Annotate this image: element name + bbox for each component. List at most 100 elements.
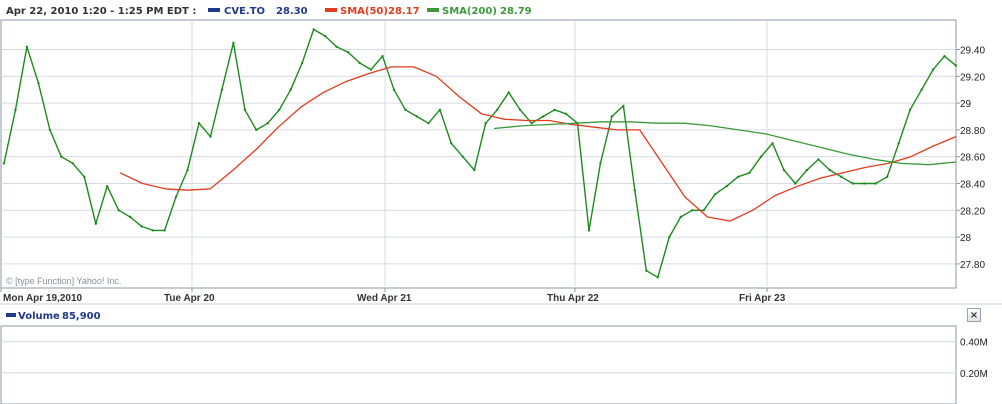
volume-plot-frame xyxy=(0,325,957,404)
price-point xyxy=(220,88,224,91)
price-point xyxy=(71,162,75,165)
price-point xyxy=(415,115,419,118)
price-point xyxy=(60,155,63,158)
series-lines xyxy=(2,28,958,279)
price-point xyxy=(771,142,774,145)
price-point xyxy=(622,104,625,108)
price-point xyxy=(874,182,877,185)
sma50-label: SMA(50) xyxy=(340,6,388,17)
price-point xyxy=(908,108,912,112)
price-point xyxy=(427,122,430,125)
price-point xyxy=(840,175,843,178)
price-point xyxy=(266,122,269,125)
price-point xyxy=(656,276,659,279)
price-point xyxy=(289,88,292,91)
price-point xyxy=(817,158,820,161)
x-tick-label: Mon Apr 19,2010 xyxy=(3,293,83,304)
price-point xyxy=(324,34,327,38)
y-tick-label: 29.40 xyxy=(960,45,985,56)
price-point xyxy=(805,168,809,172)
x-tick-label: Wed Apr 21 xyxy=(357,293,412,304)
price-point xyxy=(106,185,109,188)
ticker-label: CVE.TO xyxy=(224,6,265,17)
close-icon[interactable]: × xyxy=(967,308,981,322)
price-point xyxy=(633,189,636,192)
sma50-swatch xyxy=(325,8,337,12)
y-tick-label: 28.80 xyxy=(960,126,985,137)
y-tick-label: 28.20 xyxy=(960,206,985,217)
price-point xyxy=(518,108,522,112)
sma200-value: 28.79 xyxy=(500,6,532,17)
price-point xyxy=(461,155,464,158)
price-point xyxy=(484,122,487,125)
price-point xyxy=(794,182,797,185)
header-range: Apr 22, 2010 1:20 - 1:25 PM EDT : xyxy=(6,6,196,17)
price-point xyxy=(748,171,751,174)
sma200-swatch xyxy=(427,8,439,12)
price-point xyxy=(404,108,407,112)
x-tick-label: Tue Apr 20 xyxy=(164,293,215,304)
price-point xyxy=(358,61,361,65)
y-tick-label: 27.80 xyxy=(960,260,985,271)
y-tick-labels: 29.40 29.20 29 28.80 28.60 28.40 28.20 28 27.80 xyxy=(960,45,985,270)
price-point xyxy=(48,128,52,132)
price-point xyxy=(117,209,120,212)
y-tick-label: 28.40 xyxy=(960,179,985,190)
price-point xyxy=(691,209,694,212)
y-tick-label: 29 xyxy=(960,99,972,110)
price-point xyxy=(369,68,373,71)
price-point xyxy=(278,108,281,112)
price-point xyxy=(863,182,866,185)
price-point xyxy=(668,235,671,239)
price-point xyxy=(886,175,889,178)
price-point xyxy=(174,195,178,199)
price-point xyxy=(897,142,900,145)
price-point xyxy=(335,45,338,48)
series-line-2 xyxy=(493,121,957,166)
price-point xyxy=(438,108,442,112)
ticker-value: 28.30 xyxy=(276,6,308,17)
y-gridlines xyxy=(1,48,960,265)
price-point xyxy=(186,168,189,172)
price-point xyxy=(129,215,132,219)
price-point xyxy=(679,215,682,219)
price-point xyxy=(943,55,946,58)
price-point xyxy=(599,162,602,165)
volume-tick-label: 0.20M xyxy=(960,369,988,380)
price-point xyxy=(151,229,155,232)
price-point xyxy=(920,88,923,91)
price-point xyxy=(507,91,510,94)
chart-header: Apr 22, 2010 1:20 - 1:25 PM EDT : CVE.TO… xyxy=(6,6,532,17)
price-point xyxy=(312,28,315,31)
series-line-1 xyxy=(119,66,957,222)
price-point xyxy=(645,269,648,272)
price-point xyxy=(782,168,786,172)
volume-label: Volume xyxy=(18,311,60,322)
price-point xyxy=(301,61,304,65)
price-point xyxy=(587,229,591,232)
y-tick-label: 29.20 xyxy=(960,72,985,83)
volume-panel: Volume 85,900 0.40M 0.20M xyxy=(0,303,1002,404)
x-tick-label: Thu Apr 22 xyxy=(547,293,599,304)
price-point xyxy=(553,108,556,112)
price-point xyxy=(828,168,831,172)
price-point xyxy=(392,88,396,91)
ticker-swatch xyxy=(208,8,220,12)
price-point xyxy=(736,175,740,178)
price-point xyxy=(243,108,247,112)
price-point xyxy=(954,64,958,67)
price-point xyxy=(94,222,98,225)
price-point xyxy=(851,182,854,185)
volume-gridlines xyxy=(1,341,956,374)
sma50-value: 28.17 xyxy=(388,6,420,17)
y-tick-label: 28 xyxy=(960,233,972,244)
y-tick-label: 28.60 xyxy=(960,153,985,164)
price-point xyxy=(2,162,6,165)
volume-value: 85,900 xyxy=(62,311,101,322)
price-point xyxy=(759,155,763,158)
sma200-label: SMA(200) xyxy=(442,6,497,17)
volume-tick-labels: 0.40M 0.20M xyxy=(960,338,988,380)
price-point xyxy=(381,55,384,58)
price-point xyxy=(346,51,350,54)
